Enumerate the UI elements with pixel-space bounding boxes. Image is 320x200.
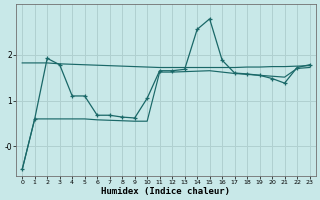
X-axis label: Humidex (Indice chaleur): Humidex (Indice chaleur) bbox=[101, 187, 230, 196]
